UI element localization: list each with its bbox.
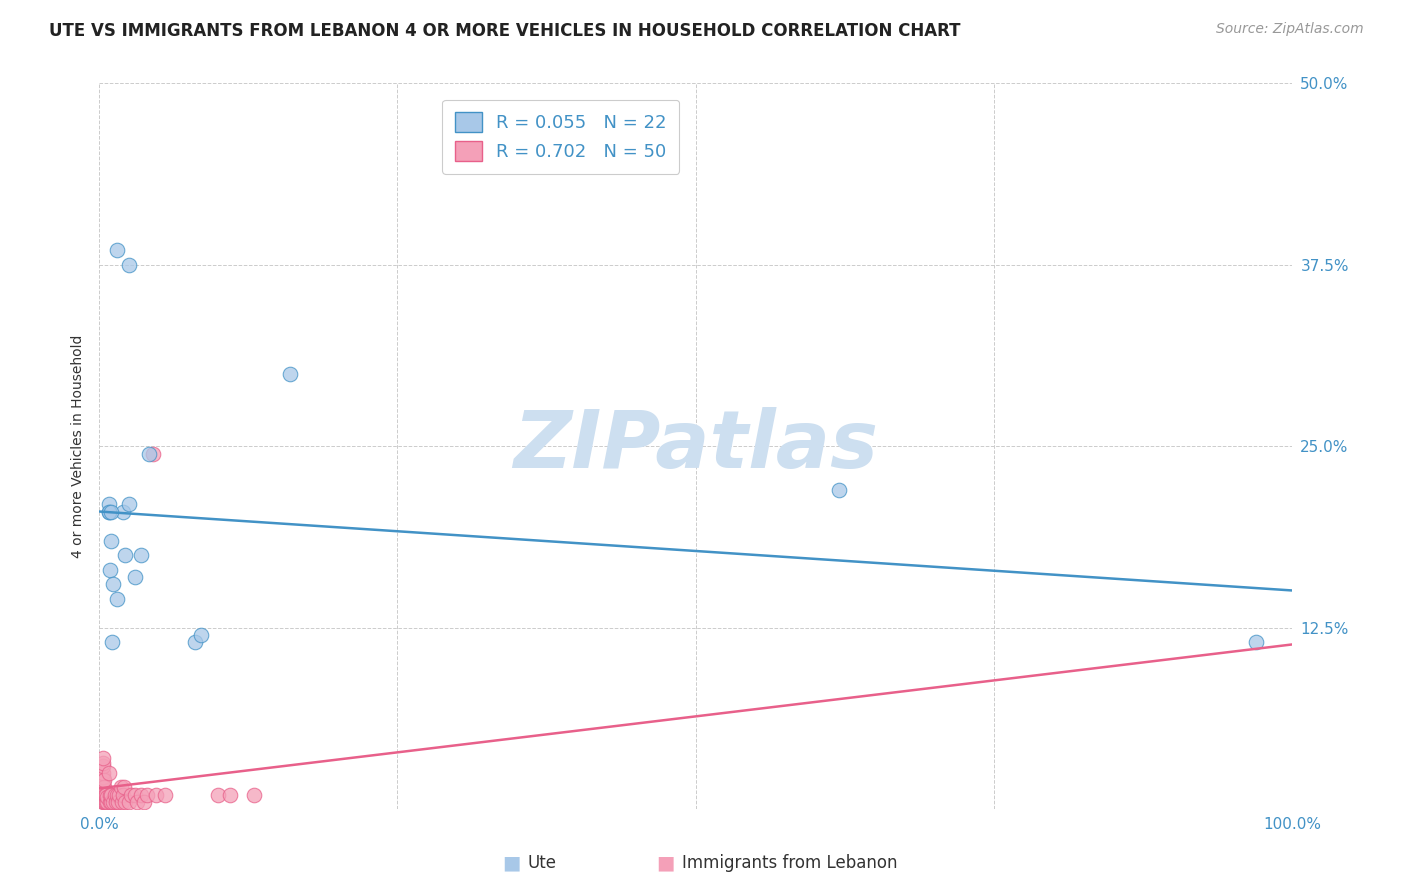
Point: [112, 780, 135, 795]
Point: [111, 795, 134, 809]
Point: [103, 577, 125, 591]
Point: [96, 795, 118, 809]
Point: [138, 446, 160, 460]
Text: ■: ■: [657, 854, 675, 872]
Point: [97, 504, 120, 518]
Point: [93, 795, 115, 809]
Point: [118, 497, 141, 511]
Point: [207, 788, 229, 802]
Point: [97, 497, 120, 511]
Point: [103, 795, 125, 809]
Point: [129, 548, 152, 562]
Point: [91, 772, 114, 787]
Text: ZIPatlas: ZIPatlas: [513, 408, 879, 485]
Point: [91, 776, 114, 790]
Point: [124, 570, 146, 584]
Point: [105, 591, 128, 606]
Text: Immigrants from Lebanon: Immigrants from Lebanon: [682, 855, 897, 872]
Point: [93, 780, 115, 795]
Point: [120, 788, 142, 802]
Point: [127, 795, 149, 809]
Point: [135, 788, 157, 802]
Point: [110, 780, 132, 795]
Text: Ute: Ute: [527, 855, 557, 872]
Point: [243, 788, 266, 802]
Point: [828, 483, 851, 497]
Point: [183, 635, 205, 649]
Point: [91, 751, 114, 765]
Point: [93, 772, 115, 787]
Point: [96, 790, 118, 805]
Point: [153, 788, 176, 802]
Point: [91, 788, 114, 802]
Y-axis label: 4 or more Vehicles in Household: 4 or more Vehicles in Household: [72, 334, 86, 558]
Point: [98, 788, 121, 802]
Text: UTE VS IMMIGRANTS FROM LEBANON 4 OR MORE VEHICLES IN HOUSEHOLD CORRELATION CHART: UTE VS IMMIGRANTS FROM LEBANON 4 OR MORE…: [49, 22, 960, 40]
Point: [114, 548, 136, 562]
Point: [1244, 635, 1267, 649]
Point: [114, 795, 136, 809]
Point: [100, 788, 122, 802]
Point: [118, 795, 141, 809]
Point: [91, 780, 114, 795]
Point: [91, 795, 114, 809]
Point: [100, 795, 122, 809]
Point: [104, 788, 127, 802]
Point: [101, 635, 124, 649]
Point: [91, 756, 114, 770]
Point: [94, 795, 117, 809]
Point: [100, 533, 122, 548]
Point: [145, 788, 167, 802]
Point: [108, 788, 131, 802]
Point: [96, 788, 118, 802]
Point: [190, 628, 212, 642]
Text: ■: ■: [502, 854, 520, 872]
Point: [118, 258, 141, 272]
Point: [105, 244, 128, 258]
Point: [129, 788, 152, 802]
Point: [278, 367, 301, 381]
Point: [91, 785, 114, 799]
Point: [100, 504, 122, 518]
Point: [111, 788, 134, 802]
Legend: R = 0.055   N = 22, R = 0.702   N = 50: R = 0.055 N = 22, R = 0.702 N = 50: [441, 100, 679, 174]
Point: [142, 446, 165, 460]
Point: [107, 795, 129, 809]
Point: [91, 770, 114, 784]
Point: [111, 504, 134, 518]
Point: [98, 795, 121, 809]
Point: [91, 765, 114, 780]
Point: [96, 795, 118, 809]
Point: [97, 504, 120, 518]
Point: [98, 563, 121, 577]
Point: [104, 795, 127, 809]
Point: [134, 795, 156, 809]
Text: Source: ZipAtlas.com: Source: ZipAtlas.com: [1216, 22, 1364, 37]
Point: [219, 788, 242, 802]
Point: [105, 788, 128, 802]
Point: [124, 788, 146, 802]
Point: [94, 788, 117, 802]
Point: [93, 788, 115, 802]
Point: [97, 765, 120, 780]
Point: [91, 758, 114, 772]
